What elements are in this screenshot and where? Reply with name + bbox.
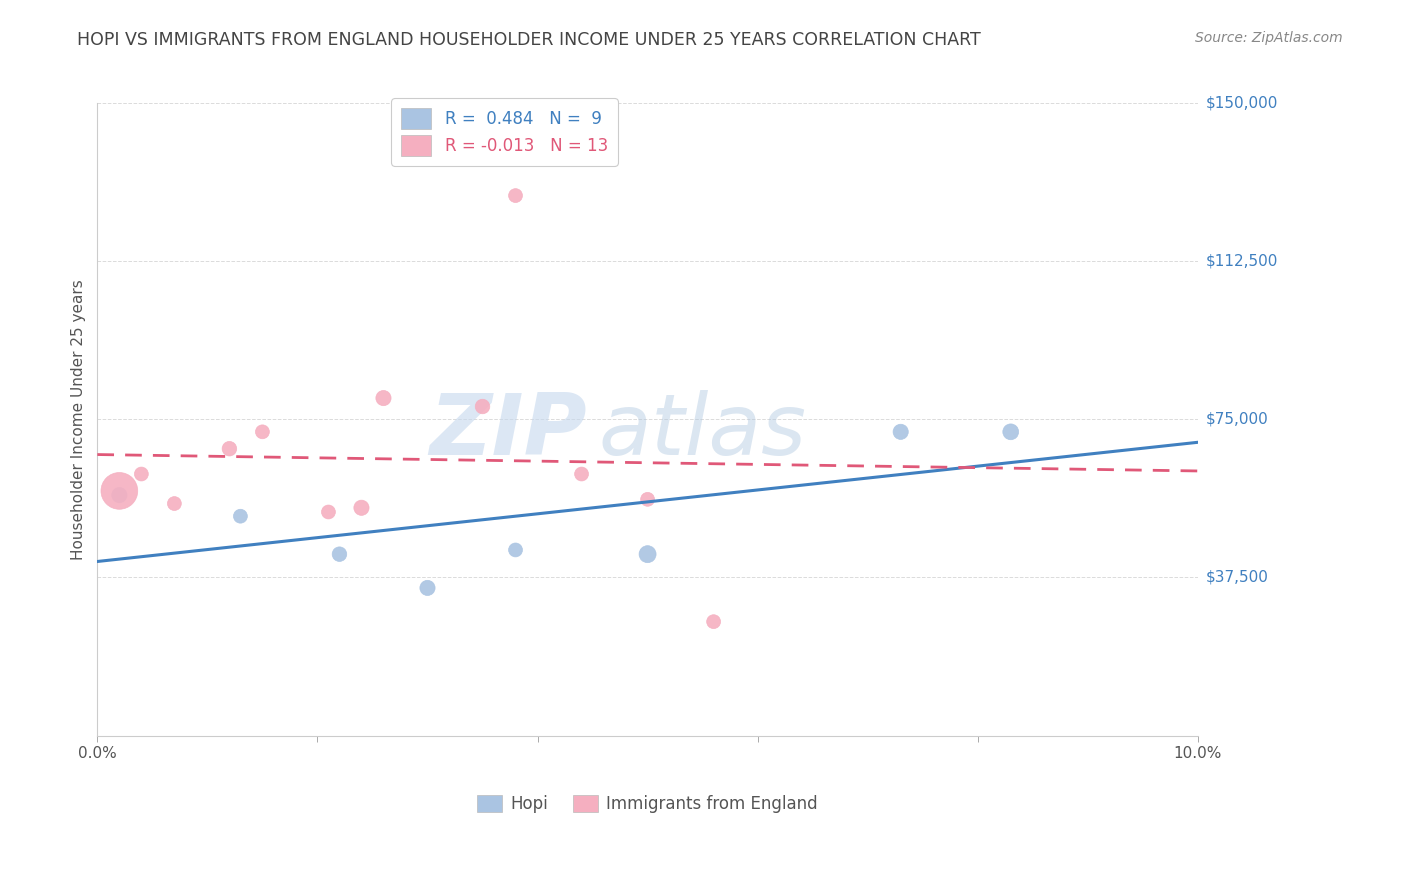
- Point: [108, 483, 131, 498]
- Point: [703, 615, 725, 629]
- Point: [373, 391, 395, 405]
- Text: $112,500: $112,500: [1206, 253, 1278, 268]
- Point: [108, 488, 131, 502]
- Point: [318, 505, 340, 519]
- Point: [131, 467, 153, 481]
- Point: [416, 581, 439, 595]
- Point: [505, 188, 527, 202]
- Point: [890, 425, 912, 439]
- Point: [328, 547, 350, 561]
- Point: [252, 425, 274, 439]
- Text: $37,500: $37,500: [1206, 570, 1270, 585]
- Text: Source: ZipAtlas.com: Source: ZipAtlas.com: [1195, 31, 1343, 45]
- Text: $75,000: $75,000: [1206, 412, 1268, 426]
- Text: atlas: atlas: [598, 391, 806, 474]
- Point: [505, 543, 527, 558]
- Point: [571, 467, 593, 481]
- Legend: Hopi, Immigrants from England: Hopi, Immigrants from England: [471, 789, 825, 820]
- Point: [637, 547, 659, 561]
- Text: $150,000: $150,000: [1206, 95, 1278, 111]
- Text: ZIP: ZIP: [429, 391, 588, 474]
- Text: HOPI VS IMMIGRANTS FROM ENGLAND HOUSEHOLDER INCOME UNDER 25 YEARS CORRELATION CH: HOPI VS IMMIGRANTS FROM ENGLAND HOUSEHOL…: [77, 31, 981, 49]
- Point: [163, 497, 186, 511]
- Point: [471, 400, 494, 414]
- Point: [350, 500, 373, 515]
- Point: [218, 442, 240, 456]
- Point: [229, 509, 252, 524]
- Y-axis label: Householder Income Under 25 years: Householder Income Under 25 years: [72, 279, 86, 559]
- Point: [1000, 425, 1022, 439]
- Point: [637, 492, 659, 507]
